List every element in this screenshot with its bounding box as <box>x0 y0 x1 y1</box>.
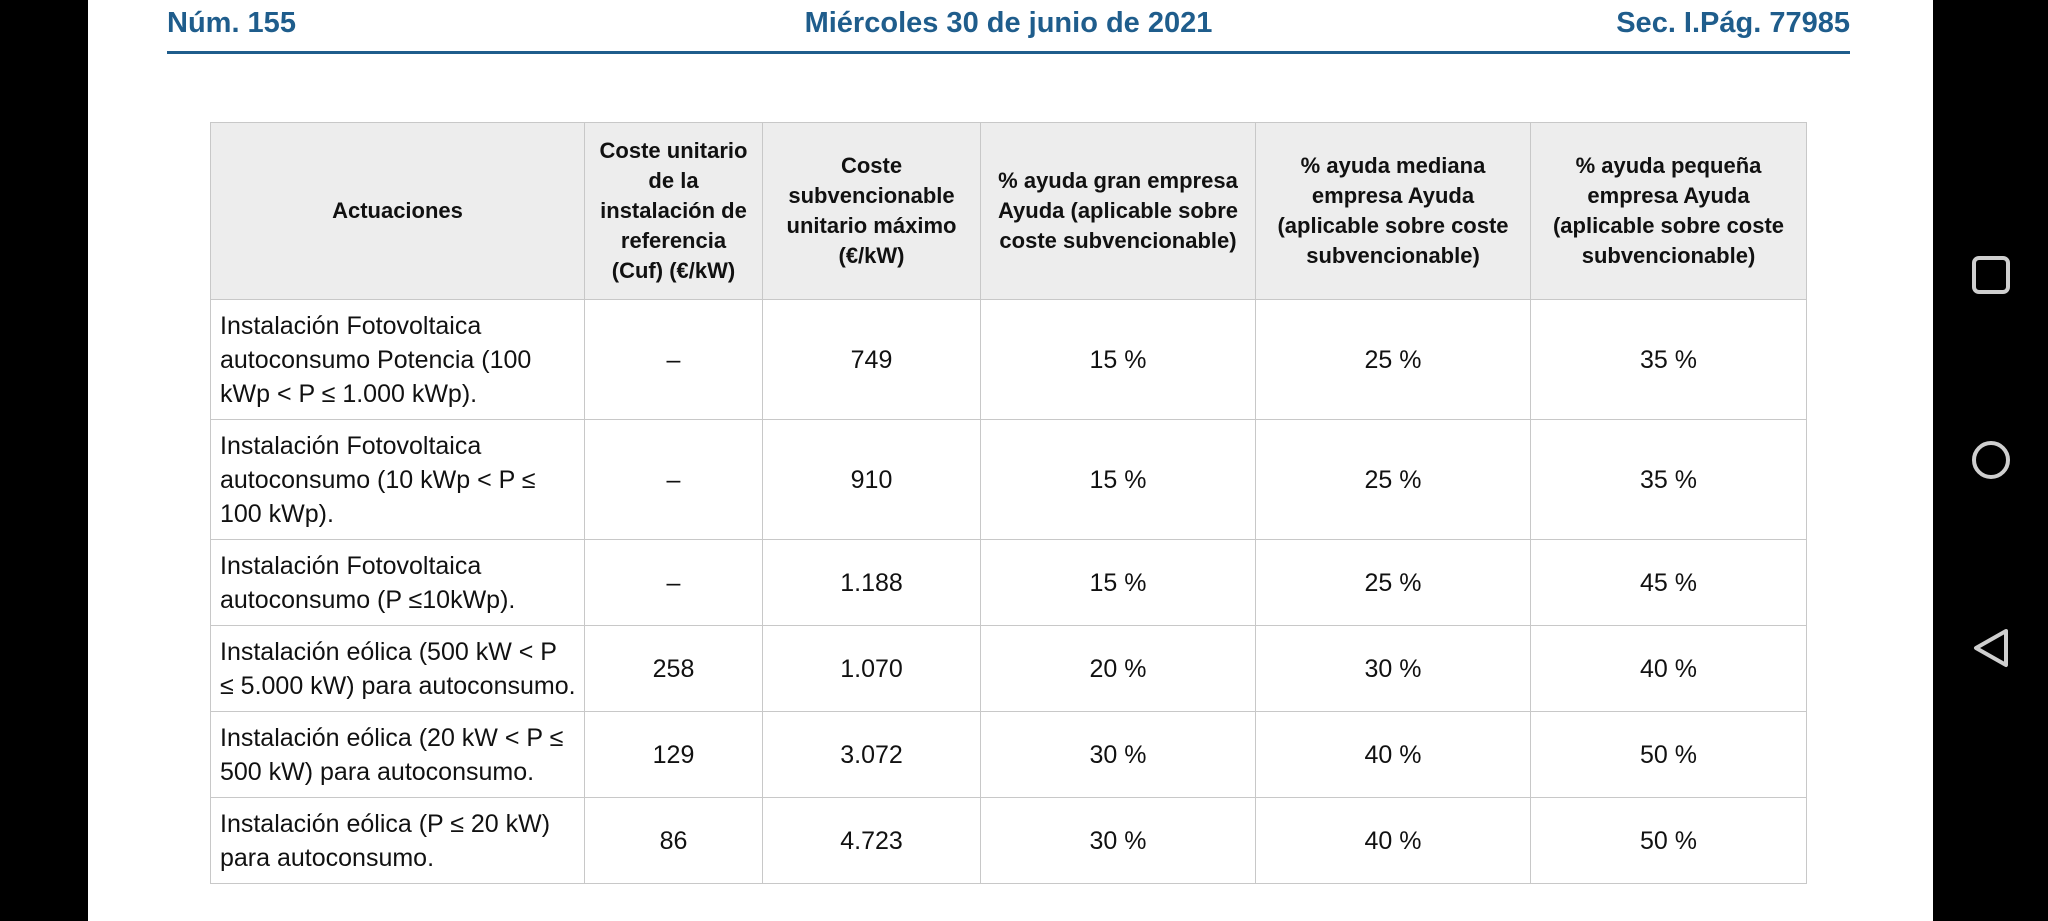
cell-mediana-empresa: 30 % <box>1255 625 1531 712</box>
cell-coste-referencia: 258 <box>584 625 763 712</box>
col-header-pequena-empresa: % ayuda pequeña empresa Ayuda (aplicable… <box>1530 122 1807 300</box>
recents-square-icon <box>1971 256 2010 294</box>
cell-coste-maximo: 3.072 <box>762 711 981 798</box>
cell-pequena-empresa: 50 % <box>1530 711 1807 798</box>
cell-coste-maximo: 1.070 <box>762 625 981 712</box>
cell-actuacion: Instalación eólica (20 kW < P ≤ 500 kW) … <box>210 711 585 798</box>
publication-date: Miércoles 30 de junio de 2021 <box>804 7 1213 39</box>
cell-gran-empresa: 15 % <box>980 539 1256 626</box>
section-label: Sec. I. <box>1616 7 1701 39</box>
back-triangle-icon <box>1973 629 2008 667</box>
table-row: Instalación Fotovoltaica autoconsumo Pot… <box>210 299 1807 420</box>
table-row: Instalación eólica (P ≤ 20 kW) para auto… <box>210 797 1807 884</box>
col-header-mediana-empresa: % ayuda mediana empresa Ayuda (aplicable… <box>1255 122 1531 300</box>
cell-mediana-empresa: 25 % <box>1255 299 1531 420</box>
cell-gran-empresa: 15 % <box>980 419 1256 540</box>
page-header: Núm. 155 Miércoles 30 de junio de 2021 S… <box>167 0 1850 54</box>
cell-gran-empresa: 20 % <box>980 625 1256 712</box>
cell-coste-maximo: 749 <box>762 299 981 420</box>
home-button[interactable] <box>1933 425 2048 495</box>
cell-mediana-empresa: 25 % <box>1255 419 1531 540</box>
cell-pequena-empresa: 45 % <box>1530 539 1807 626</box>
aid-table: Actuaciones Coste unitario de la instala… <box>210 122 1807 884</box>
cell-pequena-empresa: 40 % <box>1530 625 1807 712</box>
cell-mediana-empresa: 25 % <box>1255 539 1531 626</box>
cell-actuacion: Instalación eólica (500 kW < P ≤ 5.000 k… <box>210 625 585 712</box>
cell-mediana-empresa: 40 % <box>1255 711 1531 798</box>
issue-number: Núm. 155 <box>167 7 296 39</box>
page-number: Pág. 77985 <box>1700 7 1850 39</box>
home-circle-icon <box>1971 441 2010 479</box>
col-header-gran-empresa: % ayuda gran empresa Ayuda (aplicable so… <box>980 122 1256 300</box>
recents-button[interactable] <box>1933 240 2048 310</box>
back-button[interactable] <box>1933 613 2048 683</box>
cell-coste-referencia: 86 <box>584 797 763 884</box>
col-header-coste-referencia: Coste unitario de la instalación de refe… <box>584 122 763 300</box>
cell-mediana-empresa: 40 % <box>1255 797 1531 884</box>
cell-coste-maximo: 910 <box>762 419 981 540</box>
cell-actuacion: Instalación Fotovoltaica autoconsumo (10… <box>210 419 585 540</box>
document-page: Núm. 155 Miércoles 30 de junio de 2021 S… <box>88 0 1933 921</box>
cell-coste-referencia: – <box>584 539 763 626</box>
table-row: Instalación Fotovoltaica autoconsumo (P … <box>210 539 1807 626</box>
cell-gran-empresa: 30 % <box>980 711 1256 798</box>
col-header-actuaciones: Actuaciones <box>210 122 585 300</box>
table-header-row: Actuaciones Coste unitario de la instala… <box>210 122 1807 300</box>
cell-pequena-empresa: 35 % <box>1530 299 1807 420</box>
cell-coste-maximo: 4.723 <box>762 797 981 884</box>
cell-coste-maximo: 1.188 <box>762 539 981 626</box>
android-navigation-bar <box>1933 0 2048 921</box>
table-row: Instalación eólica (20 kW < P ≤ 500 kW) … <box>210 711 1807 798</box>
cell-gran-empresa: 30 % <box>980 797 1256 884</box>
table-row: Instalación Fotovoltaica autoconsumo (10… <box>210 419 1807 540</box>
table-row: Instalación eólica (500 kW < P ≤ 5.000 k… <box>210 625 1807 712</box>
cell-coste-referencia: – <box>584 299 763 420</box>
cell-actuacion: Instalación Fotovoltaica autoconsumo Pot… <box>210 299 585 420</box>
section-page: Sec. I. Pág. 77985 <box>1616 7 1850 40</box>
cell-coste-referencia: – <box>584 419 763 540</box>
cell-actuacion: Instalación eólica (P ≤ 20 kW) para auto… <box>210 797 585 884</box>
cell-coste-referencia: 129 <box>584 711 763 798</box>
cell-actuacion: Instalación Fotovoltaica autoconsumo (P … <box>210 539 585 626</box>
col-header-coste-maximo: Coste subvencionable unitario máximo (€/… <box>762 122 981 300</box>
cell-pequena-empresa: 50 % <box>1530 797 1807 884</box>
cell-pequena-empresa: 35 % <box>1530 419 1807 540</box>
cell-gran-empresa: 15 % <box>980 299 1256 420</box>
